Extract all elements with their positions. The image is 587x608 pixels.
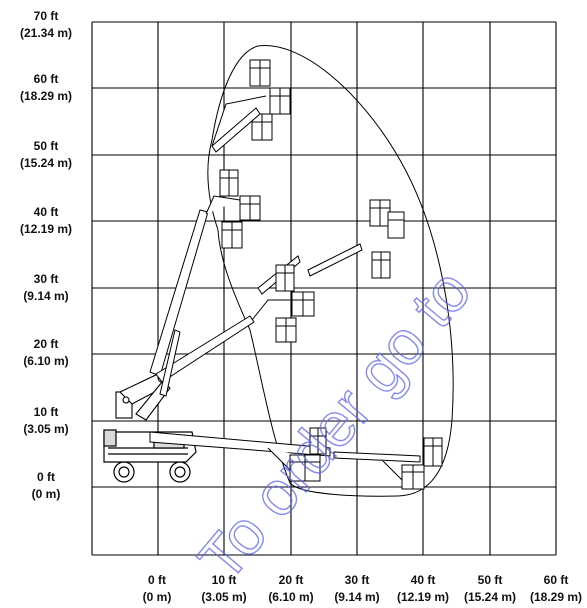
x-label-40-m: (12.19 m): [397, 590, 449, 604]
y-label-50-m: (15.24 m): [20, 156, 72, 170]
y-label-50-ft: 50 ft: [34, 139, 59, 153]
x-label-40-ft: 40 ft: [411, 573, 436, 587]
boom-horizontal-reach: [333, 437, 443, 490]
x-label-60-m: (18.29 m): [530, 590, 582, 604]
watermark-text: To order go to: [186, 257, 485, 594]
x-label-30-ft: 30 ft: [345, 573, 370, 587]
x-label-50-ft: 50 ft: [478, 573, 503, 587]
y-label-20-m: (6.10 m): [23, 354, 68, 368]
x-label-30-m: (9.14 m): [334, 590, 379, 604]
y-label-20-ft: 20 ft: [34, 337, 59, 351]
x-axis-labels: 0 ft (0 m) 10 ft (3.05 m) 20 ft (6.10 m)…: [143, 573, 582, 604]
x-label-20-m: (6.10 m): [268, 590, 313, 604]
x-label-50-m: (15.24 m): [464, 590, 516, 604]
y-label-40-m: (12.19 m): [20, 222, 72, 236]
x-label-10-m: (3.05 m): [201, 590, 246, 604]
x-label-20-ft: 20 ft: [279, 573, 304, 587]
y-label-60-m: (18.29 m): [20, 89, 72, 103]
y-axis-labels: 70 ft (21.34 m) 60 ft (18.29 m) 50 ft (1…: [20, 9, 72, 501]
y-label-0-ft: 0 ft: [37, 470, 55, 484]
y-label-0-m: (0 m): [32, 487, 61, 501]
y-label-70-ft: 70 ft: [34, 9, 59, 23]
x-label-0-m: (0 m): [143, 590, 172, 604]
y-label-10-m: (3.05 m): [23, 422, 68, 436]
y-label-30-ft: 30 ft: [34, 272, 59, 286]
x-label-60-ft: 60 ft: [544, 573, 569, 587]
y-label-70-m: (21.34 m): [20, 26, 72, 40]
x-label-10-ft: 10 ft: [212, 573, 237, 587]
grid: [91, 21, 557, 556]
y-label-10-ft: 10 ft: [34, 405, 59, 419]
boom-positions: [205, 59, 405, 343]
x-label-0-ft: 0 ft: [148, 573, 166, 587]
y-label-30-m: (9.14 m): [23, 289, 68, 303]
y-label-60-ft: 60 ft: [34, 72, 59, 86]
y-label-40-ft: 40 ft: [34, 205, 59, 219]
working-envelope-curve: [207, 45, 454, 497]
boom-stowed: [149, 427, 331, 482]
